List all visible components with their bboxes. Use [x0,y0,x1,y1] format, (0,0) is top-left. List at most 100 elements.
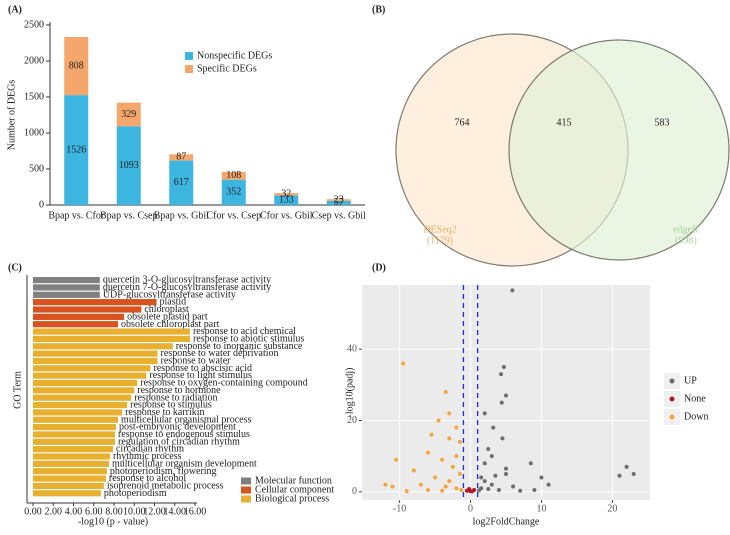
x-tick-label: 16.00 [184,506,207,517]
bar-label: response to endogenous stimulus [118,429,250,440]
bar [33,350,158,357]
point [447,436,452,441]
bar-label: response to oxygen-containing compound [140,378,307,389]
x-tick-label: Csep vs. Gbil [312,210,366,221]
bar-segment [169,160,194,205]
bar-segment [169,154,194,161]
bar [33,409,123,416]
set-name: DESeq2 [423,224,456,235]
point [390,484,395,489]
bar [33,446,113,453]
bar-label: quercetin 3-O-glucosyltransferase activi… [103,275,271,286]
point [546,482,551,487]
legend-swatch [241,486,251,494]
x-tick-label: 10 [536,503,546,514]
point [457,471,462,476]
point [504,471,508,476]
point [477,488,482,493]
point [482,461,487,466]
x-axis-label: -log10 (p - value) [78,516,148,527]
point [624,464,629,469]
bar [33,438,116,445]
bar [33,328,190,335]
value-label: 808 [69,60,84,71]
legend-label: UP [684,375,697,386]
point [443,389,448,394]
legend-label: Down [684,411,708,422]
bar-label: plastid [160,297,187,308]
point [617,473,622,478]
x-tick-label: Bpap vs. Cfor [48,210,105,221]
point [440,488,445,493]
bar-label: response to abscisic acid [153,363,252,374]
bar [33,379,138,387]
bar [33,401,128,409]
bar [33,284,100,291]
bar [33,357,158,365]
point [457,439,462,444]
bar [33,387,135,394]
bar [33,365,151,372]
bar [33,475,106,482]
value-label: 108 [226,170,241,181]
y-tick-label: 40 [347,343,357,354]
bar-segment [64,95,89,205]
bar-label: photoperiodism [104,488,167,499]
point [472,488,477,493]
value-label: 32 [281,189,291,200]
bar [33,460,109,467]
point [433,475,438,480]
point [450,464,455,469]
value-label: 1093 [119,160,139,171]
point [454,425,459,430]
x-tick-label: Cfor vs. Csep [206,210,261,221]
bar-label: response to alcohol [109,473,186,484]
point [504,393,508,398]
point [468,489,473,494]
point [404,489,409,494]
bar-label: response to inorganic substance [176,341,303,352]
bar-segment [116,102,141,127]
point [425,488,430,493]
point [500,436,505,441]
bar [33,468,107,475]
y-tick-label: 2500 [24,19,44,30]
x-axis-label: log2FoldChange [473,516,540,527]
x-tick-label: 14.00 [164,506,187,517]
point [504,466,508,471]
bar-label: UDP-glucosyltransferase activity [103,289,236,300]
bar-segment [326,200,351,205]
x-tick-label: 10.00 [123,506,146,517]
region-count: 583 [655,117,670,128]
bar-label: response to stimulus [130,400,212,411]
set-name: edgeR [673,224,699,235]
point [631,471,636,476]
point [425,450,430,455]
x-tick-label: 0 [468,503,473,514]
x-tick-label: 4.00 [65,506,83,517]
x-tick-label: Bpap vs. Csep [100,210,158,221]
point [491,425,496,430]
bar-label: circadian rhythm [116,444,184,455]
y-tick-label: 500 [29,163,44,174]
bar-segment [221,171,246,180]
point [454,486,459,491]
point [532,488,537,493]
legend-label: Biological process [255,493,329,504]
bar [33,291,100,298]
bar-label: response to hormone [137,385,221,396]
x-tick-label: -10 [393,503,406,514]
bar-segment [274,193,299,196]
point [489,482,494,487]
bar-label: photoperiodism, flowering [110,466,217,477]
bar [33,424,117,431]
legend-marker [669,396,675,402]
set-count: (1179) [427,235,453,246]
legend-marker [669,414,675,420]
point [394,457,399,462]
y-tick-label: 2000 [24,55,44,66]
bar [33,321,119,328]
panel-label: (B) [372,4,385,15]
legend-label: Molecular function [255,475,332,486]
bar [33,372,147,379]
